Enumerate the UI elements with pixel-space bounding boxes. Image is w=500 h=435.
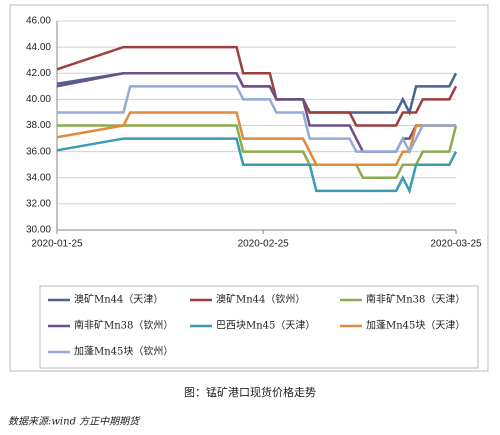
y-tick-label: 36.00: [26, 146, 51, 157]
series-line: [56, 111, 456, 166]
chart-frame: [9, 4, 489, 372]
legend-label: 巴西块Mn45（天津）: [216, 320, 315, 332]
y-tick-label: 44.00: [26, 42, 51, 53]
y-tick-label: 40.00: [26, 94, 51, 105]
y-tick-label: 30.00: [26, 225, 51, 236]
y-tick-label: 42.00: [26, 68, 51, 79]
legend-frame: [39, 285, 479, 369]
y-tick-label: 34.00: [26, 172, 51, 183]
legend-label: 澳矿Mn44（天津）: [74, 293, 163, 306]
y-tick-label: 46.00: [26, 16, 51, 27]
caption: 图：锰矿港口现货价格走势: [184, 385, 316, 399]
x-tick-label: 2020-01-25: [31, 239, 83, 250]
y-tick-label: 38.00: [26, 120, 51, 131]
x-tick-label: 2020-03-25: [430, 239, 482, 250]
legend-label: 南非矿Mn38（钦州）: [74, 319, 173, 332]
legend-label: 澳矿Mn44（钦州）: [216, 293, 305, 306]
x-tick-label: 2020-02-25: [238, 239, 290, 250]
series-line: [56, 137, 458, 195]
series-line: [57, 85, 456, 155]
y-tick-label: 32.00: [26, 199, 51, 210]
legend-label: 加蓬Mn45块（天津）: [366, 320, 465, 332]
legend-label: 加蓬Mn45块（钦州）: [74, 346, 173, 358]
series-line: [56, 45, 458, 127]
legend-label: 南非矿Mn38（天津）: [366, 293, 465, 306]
series-line: [56, 72, 458, 116]
source: 数据来源:wind 方正中期期货: [8, 416, 141, 428]
